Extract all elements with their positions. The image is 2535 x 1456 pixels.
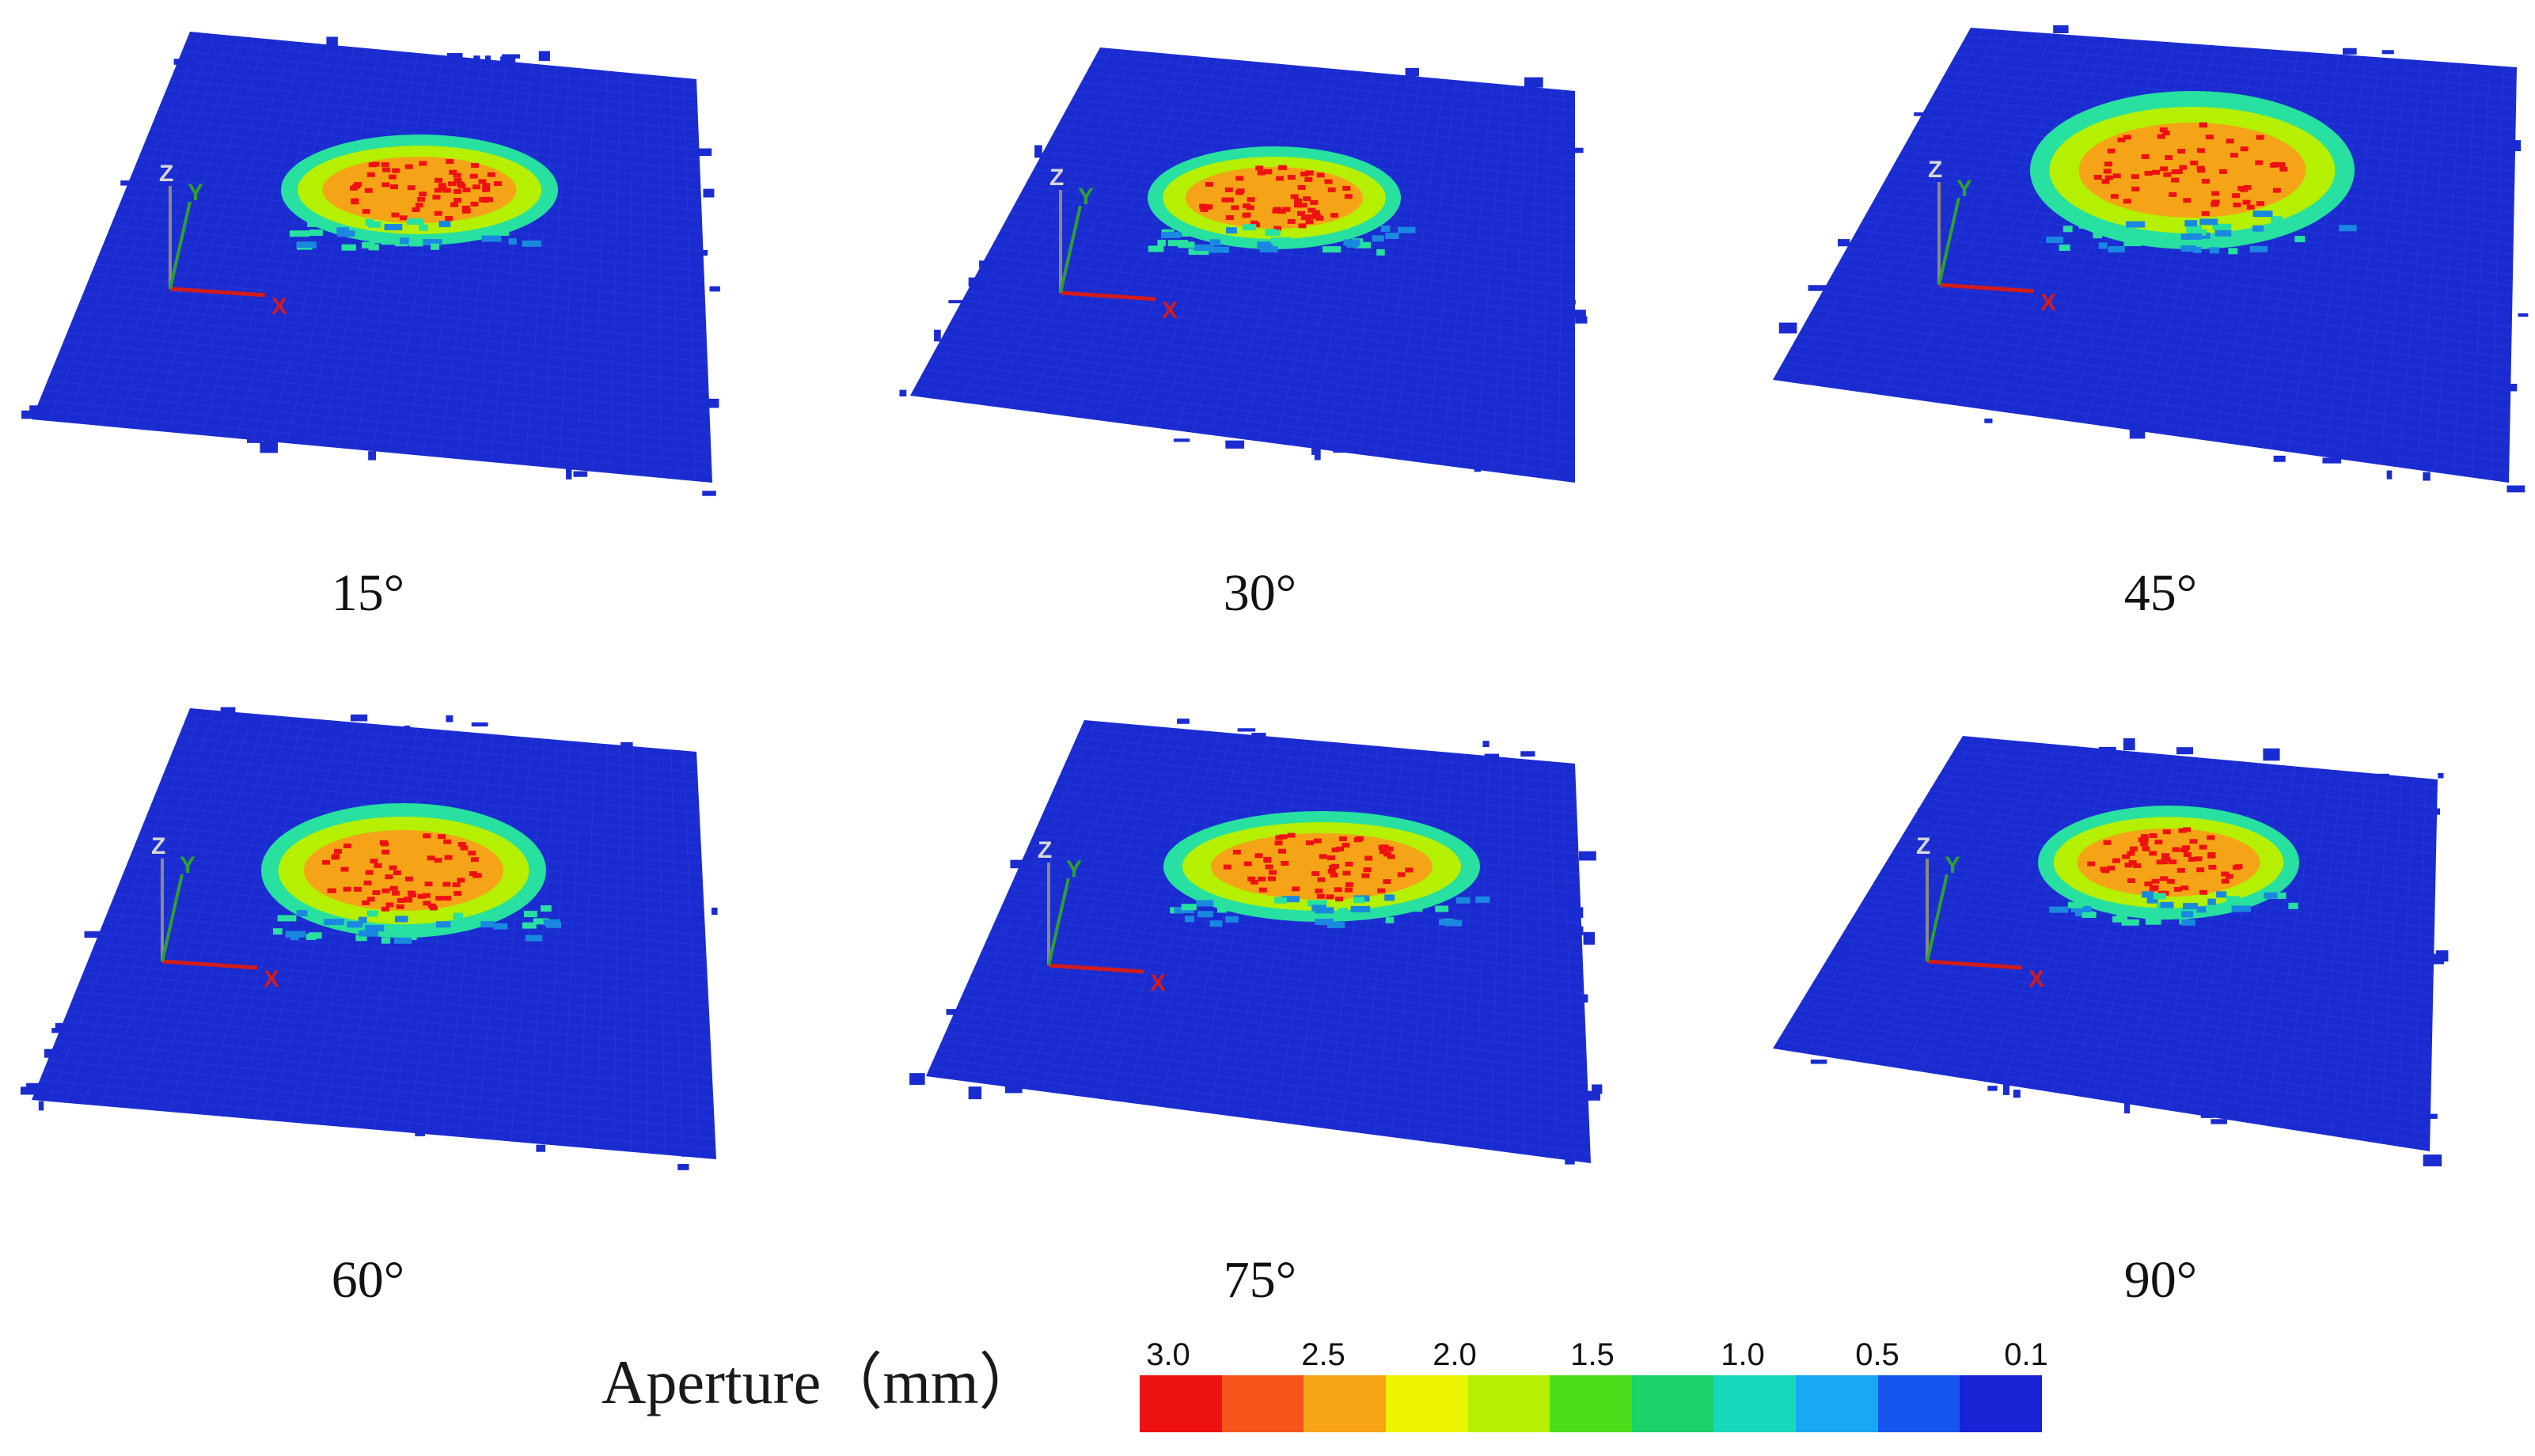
axis-triad: X YZ: [1928, 157, 2056, 316]
surface-grid: [35, 32, 712, 482]
axis-x-label: X: [1162, 298, 1178, 324]
axis-y-label: Y: [1956, 176, 1972, 202]
edge-fragments: [899, 66, 1588, 478]
surface-plot-15: X YZ: [21, 32, 720, 496]
axis-y-label: Y: [188, 180, 203, 206]
surface-grid: [914, 48, 1576, 481]
colorbar-swatch: [1550, 1375, 1632, 1432]
axis-triad: X YZ: [1038, 837, 1166, 996]
aperture-hotspot: [261, 803, 561, 944]
axis-y-label: Y: [1066, 856, 1082, 882]
surface-plot-75: X YZ: [909, 719, 1603, 1165]
edge-fragments: [1778, 25, 2529, 493]
colorbar-swatch: [1385, 1375, 1468, 1432]
axis-x-label: X: [1150, 970, 1166, 996]
legend-title: Aperture（mm）: [601, 1348, 1041, 1416]
colorbar-tick-label: 0.5: [1855, 1337, 1899, 1372]
caption-15: 15°: [331, 564, 405, 622]
colorbar-tick-label: 0.1: [2004, 1337, 2048, 1372]
aperture-hotspot: [1148, 146, 1416, 256]
colorbar-tick-label: 1.0: [1721, 1337, 1765, 1372]
axis-y-label: Y: [180, 852, 195, 878]
edge-fragments: [909, 719, 1603, 1165]
surface-plot-30: X YZ: [899, 47, 1588, 483]
colorbar-tick-label: 2.0: [1433, 1337, 1477, 1372]
axis-z-label: Z: [1916, 833, 1930, 859]
colorbar-tick-label: 2.5: [1301, 1337, 1345, 1372]
aperture-hotspot: [2038, 806, 2299, 926]
surface-plane: [926, 720, 1591, 1163]
caption-45: 45°: [2123, 564, 2198, 622]
caption-60: 60°: [331, 1251, 405, 1309]
axis-x-label: X: [2040, 290, 2056, 316]
axis-z-label: Z: [1928, 157, 1942, 183]
caption-90: 90°: [2123, 1251, 2198, 1309]
colorbar-swatch: [1304, 1375, 1386, 1432]
surface-plot-60: X YZ: [20, 707, 718, 1170]
edge-fragments: [20, 707, 718, 1170]
surface-plot-45: X YZ: [1773, 25, 2529, 493]
axis-z-label: Z: [1038, 837, 1052, 863]
aperture-hotspot: [281, 135, 558, 251]
axis-triad: X YZ: [151, 833, 279, 992]
aperture-hotspot: [2030, 91, 2357, 255]
axis-triad: X YZ: [1916, 833, 2044, 992]
axis-x-label: X: [2028, 966, 2044, 992]
colorbar-swatch: [1877, 1375, 1960, 1432]
colorbar-swatch: [1467, 1375, 1550, 1432]
colorbar-swatch: [1796, 1375, 1878, 1432]
surface-plot-90: X YZ: [1773, 736, 2449, 1166]
axis-y-label: Y: [1945, 852, 1960, 878]
colorbar-swatch: [1960, 1375, 2043, 1432]
edge-fragments: [1810, 737, 2449, 1166]
colorbar-swatch: [1713, 1375, 1797, 1432]
colorbar-tick-label: 1.5: [1570, 1337, 1615, 1372]
colorbar-tick-label: 3.0: [1146, 1337, 1190, 1372]
colorbar-swatch: [1140, 1375, 1222, 1432]
axis-y-label: Y: [1078, 184, 1094, 210]
colorbar-swatch: [1221, 1375, 1304, 1432]
axis-z-label: Z: [159, 161, 173, 187]
edge-fragments: [21, 36, 720, 496]
axis-triad: X YZ: [159, 161, 287, 320]
caption-30: 30°: [1223, 564, 1297, 622]
axis-x-label: X: [264, 966, 279, 992]
caption-75: 75°: [1223, 1251, 1297, 1309]
aperture-hotspot: [1163, 811, 1490, 928]
colorbar-swatch: [1631, 1375, 1714, 1432]
axis-triad: X YZ: [1049, 165, 1178, 324]
axis-z-label: Z: [1049, 165, 1064, 191]
axis-z-label: Z: [151, 833, 165, 859]
colorbar: [1140, 1375, 2043, 1432]
axis-x-label: X: [271, 294, 287, 320]
